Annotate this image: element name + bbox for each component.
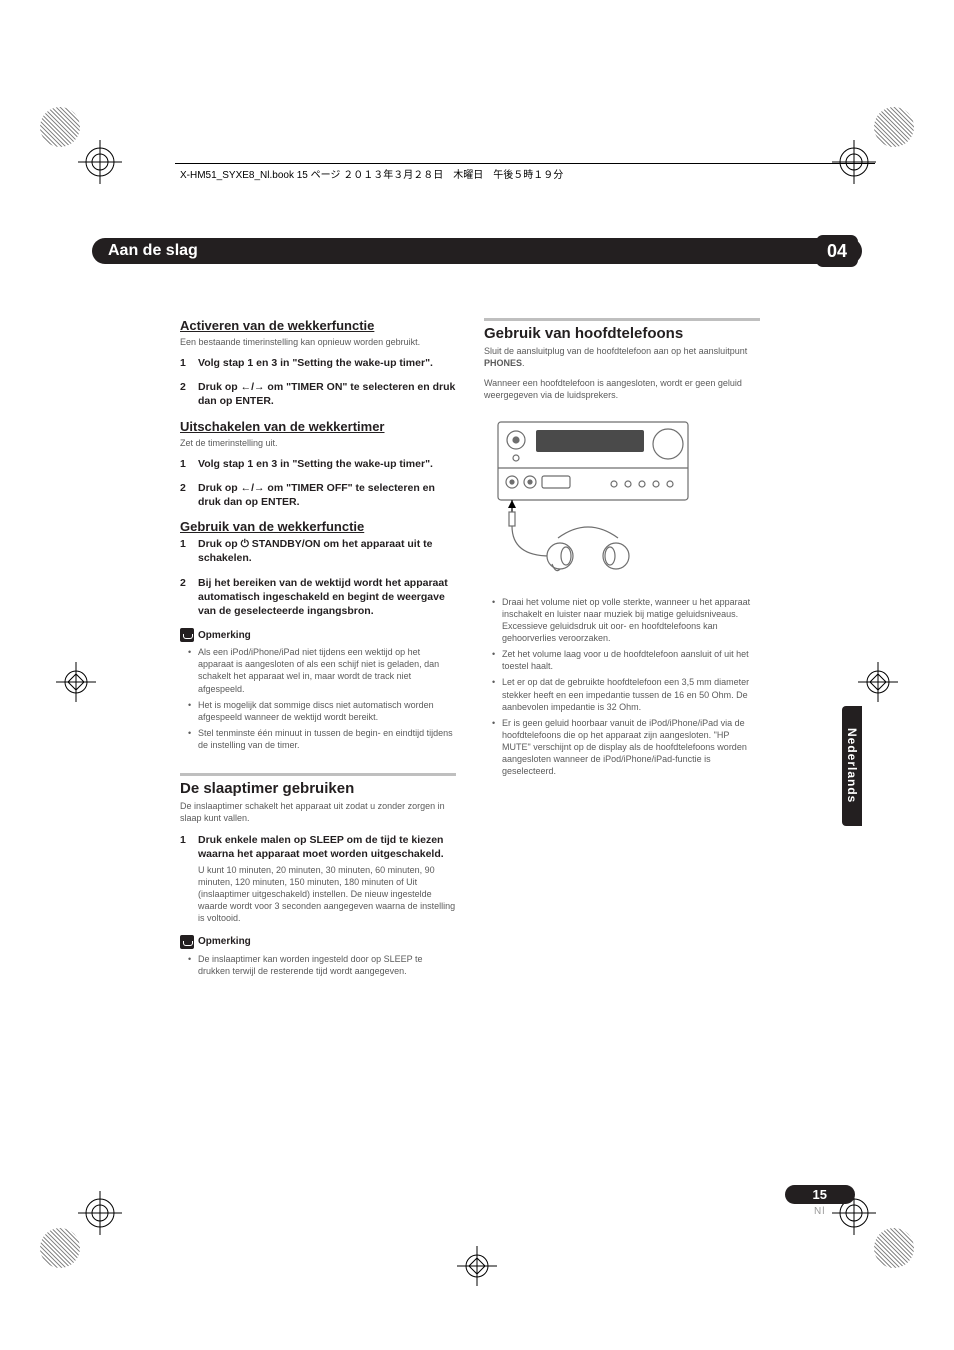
note-item: De inslaaptimer kan worden ingesteld doo… (198, 953, 456, 977)
step-text: Druk op ←/→ om "TIMER ON" te selecteren … (198, 380, 456, 408)
intro-headphones-1: Sluit de aansluitplug van de hoofdtelefo… (484, 345, 760, 369)
step-num: 2 (180, 380, 198, 408)
reg-mark-tl (78, 140, 122, 184)
source-file-header: X-HM51_SYXE8_Nl.book 15 ページ ２０１３年３月２８日 木… (180, 166, 563, 181)
note-item: Er is geen geluid hoorbaar vanuit de iPo… (502, 717, 760, 778)
page-footer: 15 Nl (785, 1185, 855, 1217)
step-text: Druk op ←/→ om "TIMER OFF" te selecteren… (198, 481, 456, 509)
heading-headphones: Gebruik van hoofdtelefoons (484, 318, 760, 342)
note-item: Let er op dat de gebruikte hoofdtelefoon… (502, 676, 760, 712)
chapter-number: 04 (816, 235, 858, 267)
note-label: Opmerking (180, 628, 456, 642)
note-label: Opmerking (180, 935, 456, 949)
reg-mark-tr (832, 140, 876, 184)
step: 2Druk op ←/→ om "TIMER ON" te selecteren… (180, 380, 456, 408)
step-num: 1 (180, 537, 198, 565)
heading-activate-alarm: Activeren van de wekkerfunctie (180, 318, 456, 333)
intro-headphones-2: Wanneer een hoofdtelefoon is aangesloten… (484, 377, 760, 401)
note-icon (180, 628, 194, 642)
column-right: Gebruik van hoofdtelefoons Sluit de aans… (484, 318, 760, 981)
step: 2Bij het bereiken van de wektijd wordt h… (180, 576, 456, 619)
page-number: 15 (785, 1185, 855, 1204)
intro-hp-bold: PHONES (484, 358, 522, 368)
corner-disc-tr (874, 107, 914, 147)
intro-sleep-timer: De inslaaptimer schakelt het apparaat ui… (180, 800, 456, 824)
language-side-tab: Nederlands (842, 706, 862, 826)
note-item: Draai het volume niet op volle sterkte, … (502, 596, 760, 645)
page-lang-code: Nl (785, 1206, 855, 1217)
step-text: Volg stap 1 en 3 in "Setting the wake-up… (198, 457, 456, 471)
note-item: Het is mogelijk dat sommige discs niet a… (198, 699, 456, 723)
step-num: 2 (180, 481, 198, 509)
step-text: Druk op ⏻ STANDBY/ON om het apparaat uit… (198, 537, 456, 565)
step-num: 2 (180, 576, 198, 619)
step-subtext: U kunt 10 minuten, 20 minuten, 30 minute… (198, 864, 456, 925)
step-text: Bij het bereiken van de wektijd wordt he… (198, 576, 456, 619)
note-list: Als een iPod/iPhone/iPad niet tijdens ee… (180, 646, 456, 751)
intro-disable-alarm: Zet de timerinstelling uit. (180, 437, 456, 449)
heading-use-alarm: Gebruik van de wekkerfunctie (180, 519, 456, 534)
language-side-tab-label: Nederlands (845, 728, 859, 803)
reg-mark-bl (78, 1191, 122, 1235)
step: 1 Druk enkele malen op SLEEP om de tijd … (180, 833, 456, 925)
column-left: Activeren van de wekkerfunctie Een besta… (180, 318, 456, 981)
step: 1Volg stap 1 en 3 in "Setting the wake-u… (180, 457, 456, 471)
note-label-text: Opmerking (198, 630, 251, 641)
note-list: De inslaaptimer kan worden ingesteld doo… (180, 953, 456, 977)
note-list: Draai het volume niet op volle sterkte, … (484, 596, 760, 778)
reg-mark-mr (856, 660, 900, 704)
chapter-bar: Aan de slag 04 (92, 238, 862, 264)
note-icon (180, 935, 194, 949)
note-item: Zet het volume laag voor u de hoofdtelef… (502, 648, 760, 672)
corner-disc-br (874, 1228, 914, 1268)
step-text: Druk enkele malen op SLEEP om de tijd te… (198, 833, 456, 925)
note-item: Als een iPod/iPhone/iPad niet tijdens ee… (198, 646, 456, 695)
corner-disc-tl (40, 107, 80, 147)
heading-sleep-timer: De slaaptimer gebruiken (180, 773, 456, 797)
content-columns: Activeren van de wekkerfunctie Een besta… (180, 318, 760, 981)
intro-hp-text: Sluit de aansluitplug van de hoofdtelefo… (484, 346, 747, 356)
header-rule (175, 163, 875, 164)
reg-mark-ml (54, 660, 98, 704)
device-headphone-diagram (488, 416, 698, 581)
step: 1Volg stap 1 en 3 in "Setting the wake-u… (180, 356, 456, 370)
step-num: 1 (180, 457, 198, 471)
corner-disc-bl (40, 1228, 80, 1268)
step: 1Druk op ⏻ STANDBY/ON om het apparaat ui… (180, 537, 456, 565)
heading-disable-alarm: Uitschakelen van de wekkertimer (180, 419, 456, 434)
reg-mark-bc (455, 1244, 499, 1288)
step-text-main: Druk enkele malen op SLEEP om de tijd te… (198, 834, 444, 860)
step-text: Volg stap 1 en 3 in "Setting the wake-up… (198, 356, 456, 370)
chapter-title: Aan de slag (108, 242, 198, 260)
intro-activate-alarm: Een bestaande timerinstelling kan opnieu… (180, 336, 456, 348)
step-num: 1 (180, 833, 198, 925)
step-num: 1 (180, 356, 198, 370)
step: 2Druk op ←/→ om "TIMER OFF" te selectere… (180, 481, 456, 509)
note-item: Stel tenminste één minuut in tussen de b… (198, 727, 456, 751)
note-label-text: Opmerking (198, 936, 251, 947)
